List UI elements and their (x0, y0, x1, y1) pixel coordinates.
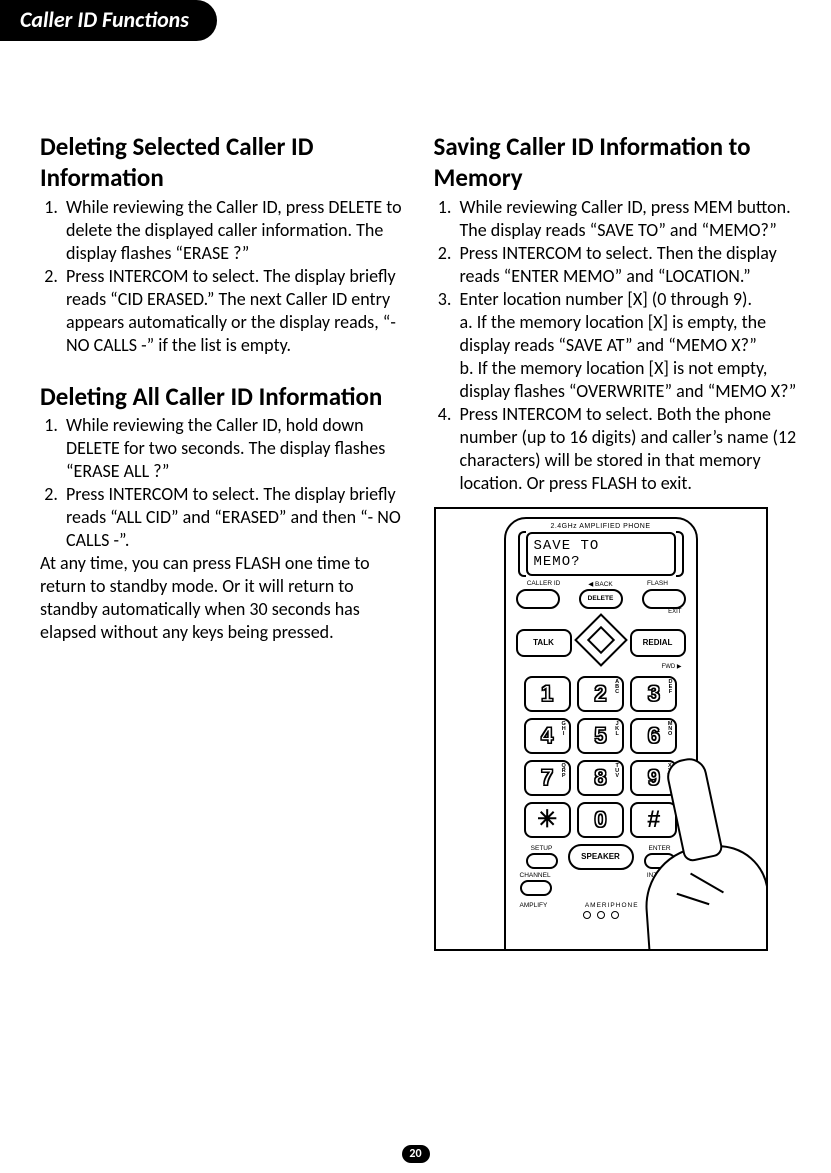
redial-button[interactable]: REDIAL (630, 629, 686, 657)
list-item: While reviewing the Caller ID, press DEL… (62, 196, 408, 265)
phone-screen: SAVE TO MEMO? (526, 532, 676, 576)
label-exit: EXIT (668, 609, 681, 615)
heading-saving: Saving Caller ID Information to Memory (434, 131, 802, 194)
label-channel: CHANNEL (520, 872, 551, 879)
button-labels-row-1: CALLER ID ◀ BACK FLASH (516, 580, 686, 588)
button-row-1: DELETE (516, 589, 686, 609)
nav-area: TALK REDIAL (506, 619, 696, 663)
key-number: 8 (594, 765, 606, 791)
keypad-key-0[interactable]: 0 (577, 802, 624, 838)
keypad-key-5[interactable]: 5 J K L (577, 718, 624, 754)
keypad-key-2[interactable]: 2 A B C (577, 676, 624, 712)
label-back: ◀ BACK (572, 580, 628, 588)
key-number: 2 (594, 681, 606, 707)
key-letters: M N O (668, 722, 673, 738)
key-letters: D E F (669, 680, 673, 696)
list-item: While reviewing Caller ID, press MEM but… (456, 196, 802, 242)
key-number: 6 (648, 723, 660, 749)
key-number: 7 (541, 765, 553, 791)
list-item-lead: Enter location number [X] (0 through 9). (460, 288, 753, 310)
key-number: 0 (594, 807, 606, 833)
list-item: Press INTERCOM to select. The display br… (62, 483, 408, 552)
caller-id-button[interactable] (516, 589, 560, 609)
key-letters: J K L (615, 722, 619, 738)
list-item: Press INTERCOM to select. Then the displ… (456, 242, 802, 288)
sub-item-a: a. If the memory location [X] is empty, … (460, 311, 802, 357)
label-amplify: AMPLIFY (520, 902, 548, 909)
phone-top-label: 2.4GHz AMPLIFIED PHONE (506, 523, 696, 530)
two-column-content: Deleting Selected Caller ID Information … (40, 131, 801, 951)
list-item: Enter location number [X] (0 through 9).… (456, 288, 802, 403)
hand-finger (663, 755, 723, 863)
key-number: ✳ (537, 805, 557, 834)
indicator-dot (611, 911, 619, 919)
screen-line-1: SAVE TO (534, 538, 668, 554)
key-number: 1 (541, 681, 553, 707)
list-delete-selected: While reviewing the Caller ID, press DEL… (40, 196, 408, 357)
delete-button[interactable]: DELETE (579, 589, 623, 609)
label-fwd: FWD ▶ (662, 663, 682, 670)
keypad-key-8[interactable]: 8 T U V (577, 760, 624, 796)
right-column: Saving Caller ID Information to Memory W… (434, 131, 802, 951)
page-number: 20 (402, 1145, 430, 1163)
keypad-key-6[interactable]: 6 M N O (630, 718, 677, 754)
talk-button[interactable]: TALK (516, 629, 572, 657)
speaker-button[interactable]: SPEAKER (568, 844, 634, 870)
paragraph: At any time, you can press FLASH one tim… (40, 552, 408, 644)
sub-item-b: b. If the memory location [X] is not emp… (460, 357, 802, 403)
flash-button[interactable] (642, 589, 686, 609)
heading-delete-selected: Deleting Selected Caller ID Information (40, 131, 408, 194)
list-saving: While reviewing Caller ID, press MEM but… (434, 196, 802, 495)
list-item: Press INTERCOM to select. The display br… (62, 265, 408, 357)
key-number: 5 (594, 723, 606, 749)
label-caller-id: CALLER ID (516, 580, 572, 588)
phone-diagram-frame: 2.4GHz AMPLIFIED PHONE SAVE TO MEMO? CAL… (434, 507, 768, 951)
left-column: Deleting Selected Caller ID Information … (40, 131, 408, 951)
brand-label: AMERIPHONE (585, 902, 639, 909)
keypad-key-7[interactable]: 7 Q R P (524, 760, 571, 796)
keypad-key-4[interactable]: 4 G H I (524, 718, 571, 754)
key-number: 3 (648, 681, 660, 707)
key-letters: Q R P (562, 764, 566, 780)
hand-illustration (636, 770, 766, 950)
section-tab: Caller ID Functions (0, 0, 217, 41)
keypad-key-✳[interactable]: ✳ (524, 802, 571, 838)
manual-page: Caller ID Functions Deleting Selected Ca… (0, 0, 831, 1173)
key-letters: G H I (562, 722, 566, 738)
label-flash: FLASH (629, 580, 685, 588)
list-item: Press INTERCOM to select. Both the phone… (456, 403, 802, 495)
key-letters: T U V (615, 764, 619, 780)
keypad-key-1[interactable]: 1 (524, 676, 571, 712)
key-letters: A B C (615, 680, 619, 696)
indicator-dot (597, 911, 605, 919)
label-setup: SETUP (520, 845, 564, 852)
list-item: While reviewing the Caller ID, hold down… (62, 414, 408, 483)
keypad-key-3[interactable]: 3 D E F (630, 676, 677, 712)
channel-button[interactable] (520, 880, 552, 896)
screen-line-2: MEMO? (534, 554, 668, 570)
list-delete-all: While reviewing the Caller ID, hold down… (40, 414, 408, 552)
key-number: 4 (541, 723, 553, 749)
indicator-dot (583, 911, 591, 919)
setup-button[interactable] (526, 853, 558, 869)
heading-delete-all: Deleting All Caller ID Information (40, 381, 408, 412)
